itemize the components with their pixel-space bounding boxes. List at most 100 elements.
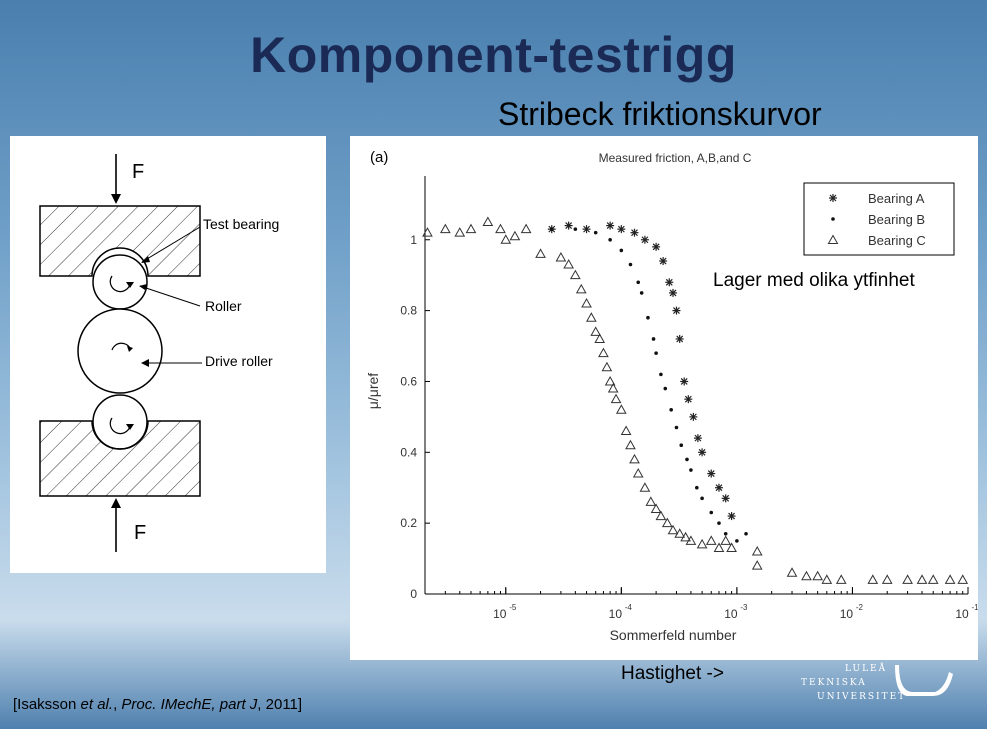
x-tick-label: 10	[724, 607, 738, 621]
x-tick-exponent: -3	[740, 603, 748, 612]
citation-prefix: [Isaksson	[13, 696, 81, 713]
data-point-triangle	[639, 482, 651, 492]
citation-mid: ,	[113, 696, 122, 713]
data-point-star	[680, 377, 689, 386]
data-point-dot	[685, 457, 689, 462]
data-point-triangle	[801, 570, 812, 581]
data-point-dot	[744, 531, 748, 536]
x-tick-exponent: -5	[509, 603, 517, 612]
force-arrow-top	[111, 154, 121, 204]
y-tick-label: 0.2	[400, 516, 417, 530]
citation-journal: Proc. IMechE, part J	[121, 696, 258, 713]
data-point-star	[714, 483, 723, 492]
data-point-star	[727, 512, 736, 521]
x-tick-exponent: -2	[856, 603, 864, 612]
data-point-triangle	[563, 259, 574, 269]
data-point-star	[640, 235, 649, 244]
data-point-star	[721, 494, 730, 503]
data-point-triangle	[835, 574, 847, 584]
label-test-bearing: Test bearing	[203, 216, 279, 232]
x-tick-label: 10	[840, 607, 854, 621]
data-point-triangle	[615, 404, 627, 414]
data-point-triangle	[812, 570, 824, 581]
data-point-triangle	[632, 468, 644, 478]
drive-roller	[77, 308, 163, 394]
label-roller: Roller	[205, 298, 242, 314]
data-point-triangle	[482, 216, 494, 227]
data-point-dot	[735, 539, 739, 543]
data-point-triangle	[509, 230, 521, 241]
data-point-triangle	[957, 574, 969, 584]
data-point-dot	[593, 230, 598, 235]
data-point-star	[672, 306, 681, 315]
data-point-dot	[674, 425, 679, 430]
data-point-star	[630, 228, 639, 237]
force-arrow-bottom	[111, 498, 121, 552]
logo-line1: LULEÅ	[845, 664, 888, 674]
data-point-star	[617, 225, 626, 234]
data-point-triangle	[685, 535, 697, 545]
data-point-triangle	[620, 425, 632, 436]
y-tick-label: 1	[410, 233, 417, 247]
data-point-triangle	[944, 574, 956, 584]
data-point-triangle	[927, 574, 939, 584]
x-tick-label: 10	[955, 607, 969, 621]
citation-etal: et al.	[80, 696, 114, 713]
data-point-star	[693, 434, 702, 443]
data-point-dot	[679, 443, 684, 448]
data-point-triangle	[625, 439, 636, 450]
data-point-triangle	[598, 347, 609, 358]
data-point-triangle	[581, 298, 592, 308]
data-point-dot	[619, 248, 624, 253]
data-point-triangle	[645, 496, 657, 506]
data-point-dot	[639, 291, 644, 295]
data-point-triangle	[751, 545, 763, 556]
chart-panel-label: (a)	[370, 149, 388, 166]
data-point-triangle	[696, 538, 708, 549]
data-point-triangle	[786, 567, 798, 577]
data-point-dot	[608, 237, 612, 242]
stribeck-chart-panel: (a) Measured friction, A,B,and C 0 0.2 0.4…	[350, 136, 979, 660]
data-point-triangle	[465, 223, 477, 234]
data-point-triangle	[661, 517, 673, 528]
data-point-triangle	[555, 251, 567, 262]
data-point-dot	[651, 337, 656, 341]
data-point-dot	[654, 351, 658, 355]
data-point-star	[564, 221, 573, 230]
data-point-triangle	[751, 560, 763, 570]
data-point-triangle	[705, 535, 717, 545]
data-point-dot	[669, 407, 673, 412]
data-point-triangle	[601, 361, 613, 372]
surface-finish-note: Lager med olika ytfinhet	[713, 270, 915, 291]
data-point-dot	[646, 315, 650, 320]
data-point-dot	[689, 468, 693, 472]
data-point-triangle	[569, 269, 581, 280]
data-point-triangle	[680, 531, 691, 542]
data-point-triangle	[607, 383, 619, 393]
data-point-triangle	[867, 574, 879, 584]
y-axis-label: μ/μref	[365, 373, 381, 409]
x-tick-exponent: -1	[971, 603, 978, 612]
data-point-triangle	[916, 574, 928, 584]
university-logo: LULEÅ TEKNISKA UNIVERSITET	[795, 660, 955, 710]
data-point-star	[689, 412, 698, 421]
data-point-dot	[573, 227, 578, 231]
x-tick-label: 10	[609, 607, 623, 621]
data-point-star	[659, 257, 668, 266]
data-point-star	[665, 278, 674, 287]
data-point-triangle	[520, 223, 532, 234]
data-point-triangle	[902, 574, 913, 584]
chart-legend: Bearing A Bearing B Bearing C	[803, 182, 955, 256]
x-tick-exponent: -4	[625, 603, 633, 612]
legend-marker-dot	[831, 217, 835, 221]
data-point-triangle	[454, 227, 466, 237]
data-point-dot	[700, 496, 704, 501]
y-tick-label: 0.4	[400, 445, 417, 459]
data-point-star	[582, 225, 591, 234]
data-point-triangle	[674, 528, 686, 538]
data-point-dot	[717, 521, 721, 525]
data-point-triangle	[720, 535, 732, 545]
data-point-triangle	[726, 542, 737, 552]
data-point-dot	[709, 510, 714, 515]
legend-label: Bearing A	[868, 191, 925, 206]
